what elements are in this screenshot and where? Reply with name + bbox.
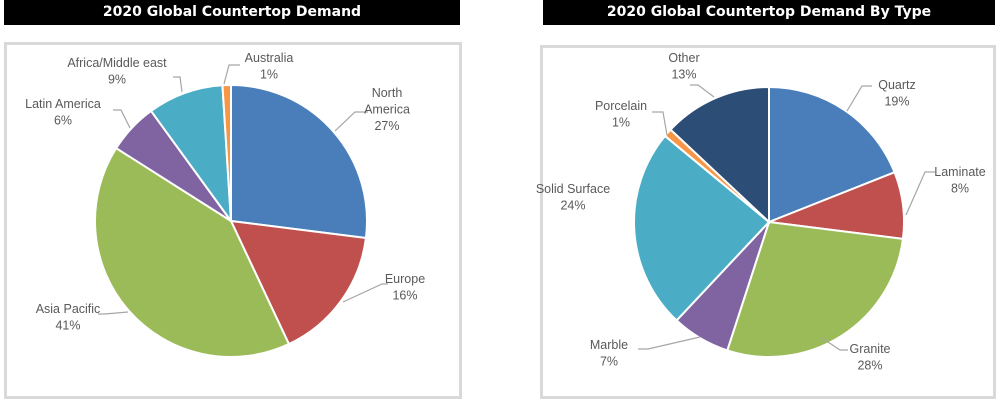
pie-slice-quartz [768, 85, 896, 224]
pie-slice-australia [221, 83, 232, 222]
leader-line-north-america [334, 111, 368, 132]
pie-slice-asia-pacific [94, 146, 291, 358]
data-label-porcelain: Porcelain 1% [595, 99, 647, 130]
data-label-laminate: Laminate 8% [934, 165, 985, 196]
leader-line-granite [821, 337, 848, 351]
data-label-latin-america: Latin America 6% [25, 97, 101, 128]
data-label-europe: Europe 16% [385, 272, 425, 303]
data-label-solid-surface: Solid Surface 24% [536, 182, 610, 213]
leader-line-europe [342, 283, 388, 303]
data-label-quartz: Quartz 19% [878, 78, 916, 109]
chart-title-regional: 2020 Global Countertop Demand [4, 0, 460, 25]
pie-slice-north-america [230, 83, 368, 240]
data-label-granite: Granite 28% [850, 342, 891, 373]
data-label-africa-middle-east: Africa/Middle east 9% [67, 56, 167, 87]
leader-line-africa-middle-east [173, 76, 183, 93]
pie-slice-granite [726, 220, 905, 358]
data-label-australia: Australia 1% [245, 51, 294, 82]
leader-line-other [690, 84, 715, 98]
leader-line-laminate [905, 171, 935, 216]
data-label-other: Other 13% [668, 51, 699, 82]
leader-line-asia-pacific [98, 311, 129, 315]
data-label-north-america: North America 27% [364, 86, 410, 133]
data-label-marble: Marble 7% [590, 338, 628, 369]
leader-line-australia [223, 64, 240, 85]
data-label-asia-pacific: Asia Pacific 41% [36, 302, 101, 333]
leader-line-latin-america [113, 109, 131, 129]
chart-title-by-type: 2020 Global Countertop Demand By Type [543, 0, 995, 25]
leader-line-quartz [846, 85, 872, 112]
pie-slice-solid-surface [633, 134, 771, 322]
pie-slice-europe [229, 219, 368, 346]
leader-line-porcelain [652, 111, 668, 136]
pie-slice-other [669, 85, 770, 225]
leader-line-marble [638, 336, 701, 350]
